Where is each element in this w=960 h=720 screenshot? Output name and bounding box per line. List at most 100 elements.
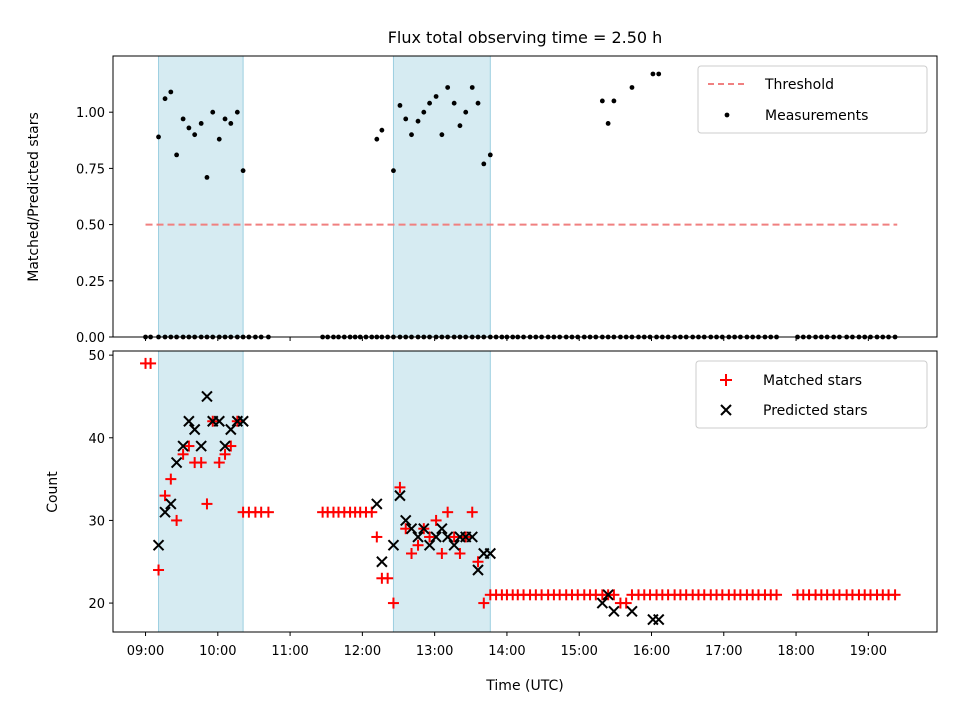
matched-star-point — [177, 448, 189, 460]
matched-star-point — [424, 531, 436, 543]
predicted-star-point — [394, 489, 406, 502]
top-y-tick-label: 1.00 — [76, 106, 105, 121]
matched-star-point — [442, 506, 454, 518]
top-legend: Threshold Measurements — [697, 65, 928, 134]
predicted-star-point — [430, 531, 442, 543]
x-tick-label: 15:00 — [560, 644, 597, 659]
predicted-star-point — [201, 390, 213, 403]
measurement-point — [234, 109, 240, 115]
predicted-star-point — [412, 531, 424, 543]
predicted-star-point — [441, 531, 454, 543]
predicted-star-point — [177, 440, 189, 452]
measurement-point — [605, 121, 611, 126]
bottom-x-ticks: 09:00 10:00 11:00 12:00 13:00 14:00 15:00 16:00… — [127, 632, 887, 659]
matched-star-point — [400, 523, 412, 535]
matched-star-point — [430, 514, 442, 526]
matched-star-point — [387, 597, 399, 609]
measurement-point — [168, 89, 174, 95]
bottom-y-tick-label: 50 — [88, 349, 105, 364]
legend-predicted-swatch — [720, 404, 732, 416]
measurement-point — [180, 116, 186, 122]
measurement-point — [469, 85, 475, 90]
top-shaded-regions — [158, 55, 491, 338]
predicted-star-point — [183, 415, 195, 427]
x-tick-label: 14:00 — [488, 644, 525, 659]
predicted-star-point — [195, 440, 207, 452]
predicted-star-point — [596, 597, 609, 609]
predicted-star-point — [400, 514, 412, 527]
predicted-star-point — [436, 522, 448, 535]
matched-star-point — [145, 357, 157, 369]
top-y-axis-label: Matched/Predicted stars — [26, 112, 42, 282]
matched-star-point — [771, 589, 783, 601]
measurement-point — [487, 152, 493, 158]
measurement-point — [656, 71, 662, 77]
measurement-point — [403, 116, 409, 122]
matched-star-point — [394, 481, 406, 493]
bottom-y-tick-label: 30 — [88, 514, 105, 529]
matched-star-point — [183, 440, 195, 452]
x-tick-label: 09:00 — [127, 644, 164, 659]
measurement-point — [162, 96, 168, 102]
measurement-point — [463, 109, 469, 115]
predicted-star-point — [423, 539, 436, 551]
measurement-point — [421, 109, 427, 115]
top-y-tick-label: 0.75 — [76, 162, 105, 177]
measurement-point — [240, 168, 246, 174]
matched-star-point — [195, 457, 207, 469]
measurement-point — [198, 121, 204, 126]
matched-star-point — [382, 572, 394, 584]
predicted-star-point — [466, 531, 478, 543]
predicted-star-point — [387, 539, 400, 551]
top-y-ticks: 0.00 0.25 0.50 0.75 1.00 — [76, 106, 113, 346]
x-tick-label: 19:00 — [850, 644, 887, 659]
measurement-point — [457, 123, 463, 129]
measurement-point — [433, 94, 439, 99]
measurement-point — [611, 98, 617, 104]
bottom-legend-box — [695, 360, 928, 429]
predicted-star-point — [653, 613, 665, 626]
matched-star-point — [412, 539, 424, 551]
matched-star-point — [448, 531, 460, 543]
x-tick-label: 17:00 — [705, 644, 742, 659]
top-legend-box — [697, 65, 928, 134]
predicted-star-point — [165, 498, 177, 510]
measurement-point — [439, 132, 445, 138]
measurement-point — [228, 121, 234, 126]
bottom-y-tick-label: 20 — [88, 597, 105, 612]
observing-window-top-0 — [158, 55, 244, 338]
measurement-point — [599, 98, 605, 104]
observing-window-bottom-0 — [158, 350, 244, 633]
bottom-shaded-regions — [158, 350, 491, 633]
matched-star-point — [620, 597, 632, 609]
x-tick-label: 16:00 — [633, 644, 670, 659]
measurement-point — [397, 103, 403, 108]
predicted-star-point — [418, 522, 430, 535]
legend-threshold-label: Threshold — [764, 77, 834, 93]
measurement-point — [174, 152, 180, 158]
measurement-point — [156, 134, 161, 140]
measurement-point — [379, 127, 385, 133]
measurement-point — [629, 85, 635, 90]
x-tick-label: 11:00 — [271, 644, 308, 659]
matched-star-point — [371, 531, 383, 543]
matched-star-point — [171, 514, 183, 526]
predicted-star-point — [602, 589, 614, 601]
predicted-star-point — [472, 564, 484, 576]
bottom-legend: Matched stars Predicted stars — [695, 360, 928, 429]
measurement-point — [650, 71, 656, 77]
measurement-point — [391, 168, 396, 174]
measurement-point — [481, 161, 487, 167]
measurement-point — [210, 109, 216, 115]
matched-star-point — [454, 547, 466, 559]
predicted-stars-points — [152, 390, 665, 626]
predicted-star-point — [219, 440, 231, 452]
x-tick-label: 12:00 — [344, 644, 381, 659]
predicted-star-point — [213, 415, 225, 427]
matched-star-point — [436, 547, 448, 559]
matched-star-point — [608, 589, 620, 601]
measurement-point — [415, 118, 421, 124]
measurement-point — [204, 174, 210, 180]
top-x-ticks — [145, 337, 869, 341]
